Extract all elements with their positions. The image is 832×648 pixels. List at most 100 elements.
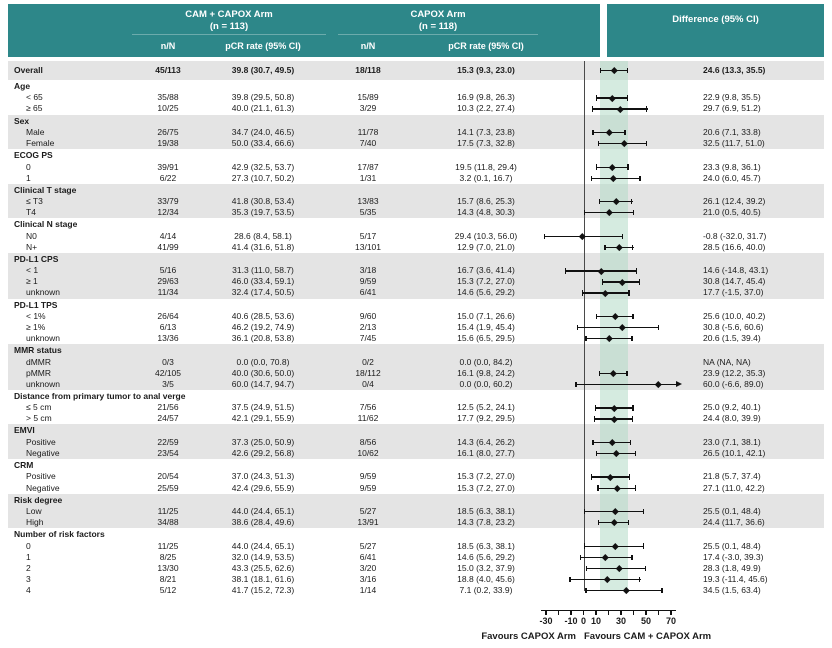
subgroup-label: unknown (26, 378, 61, 389)
pcr-arm1-value: 38.1 (18.1, 61.6) (231, 573, 295, 584)
subgroup-label: < 65 (26, 92, 43, 103)
subgroup-label: Negative (26, 482, 60, 493)
subgroup-label: Female (26, 138, 55, 149)
difference-value: 23.3 (9.8, 36.1) (703, 161, 761, 172)
pcr-arm2-value: 17.5 (7.3, 32.8) (457, 138, 515, 149)
pcr-arm2-value: 0.0 (0.0, 60.2) (459, 378, 513, 389)
ci-cap-left (600, 67, 602, 74)
ci-cap-left (575, 381, 577, 388)
pcr-arm2-value: 14.3 (6.4, 26.2) (457, 436, 515, 447)
ci-cap-left (598, 519, 600, 526)
axis-tick-label: 0 (580, 616, 586, 627)
difference-value: 29.7 (6.9, 51.2) (703, 103, 761, 114)
subgroup-label: ≤ T3 (26, 196, 43, 207)
nn-arm2-value: 5/27 (359, 506, 377, 517)
pcr-arm2-value: 15.6 (6.5, 29.5) (457, 333, 515, 344)
ci-cap-right (644, 565, 646, 572)
pcr-arm1-value: 43.3 (25.5, 62.6) (231, 562, 295, 573)
subgroup-label: pMMR (26, 367, 52, 378)
subgroup-label: unknown (26, 287, 61, 298)
nn-arm2-value: 7/40 (359, 138, 377, 149)
nn-arm1-value: 11/25 (157, 506, 179, 517)
nn-arm2-value: 0/4 (362, 378, 374, 389)
ci-cap-left (581, 290, 583, 296)
ci-cap-left (595, 164, 598, 170)
nn-arm2-value: 3/18 (359, 265, 377, 276)
table-row: unknown 13/36 36.1 (20.8, 53.8) 7/45 15.6 (6… (8, 333, 824, 344)
ci-cap-left (584, 210, 586, 216)
group-header-row: PD-L1 CPS (8, 253, 824, 265)
subgroup-label: ≥ 1 (26, 276, 38, 287)
pcr-arm1-value: 40.6 (28.5, 53.6) (231, 310, 295, 321)
pcr-arm2-value: 0.0 (0.0, 84.2) (459, 356, 513, 367)
arm2-title: CAPOX Arm (n = 118) (338, 9, 538, 35)
arms-header-block: CAM + CAPOX Arm (n = 113) CAPOX Arm (n =… (8, 4, 600, 57)
axis-tick-label: -30 (539, 616, 553, 627)
subgroup-label: N0 (26, 230, 37, 241)
ci-cap-left (592, 129, 594, 136)
difference-value: 26.1 (12.4, 39.2) (703, 196, 766, 207)
ci-cap-left (592, 106, 594, 112)
pcr-arm2-value: 3.2 (0.1, 16.7) (459, 172, 513, 183)
nn-arm1-value: 0/3 (162, 356, 174, 367)
nn-arm1-value: 10/25 (157, 103, 179, 114)
nn-arm1-value: 34/88 (157, 517, 179, 528)
arm1-n: (n = 113) (209, 20, 249, 32)
arm1-name: CAM + CAPOX Arm (185, 9, 273, 20)
subgroup-label: Overall (14, 65, 43, 75)
pcr-arm1-value: 0.0 (0.0, 70.8) (236, 356, 290, 367)
axis-tick-label: 70 (665, 616, 676, 627)
subgroup-rows: Overall 45/113 39.8 (30.7, 49.5) 18/118 15.3… (8, 61, 824, 596)
subgroup-section: PD-L1 TPS < 1% 26/64 40.6 (28.5, 53.6) 9/60 1… (8, 299, 824, 345)
pcr-arm2-value: 15.3 (7.2, 27.0) (457, 471, 515, 482)
table-row: ≥ 65 10/25 40.0 (21.1, 61.3) 3/29 10.3 (2.2,… (8, 103, 824, 114)
subgroup-label: unknown (26, 333, 61, 344)
favours-capox-label: Favours CAPOX Arm (481, 631, 576, 643)
ci-cap-right (634, 450, 637, 457)
group-label: PD-L1 TPS (14, 299, 58, 310)
ci-cap-right (621, 233, 624, 239)
axis-tick (670, 610, 672, 616)
difference-value: 21.0 (0.5, 40.5) (703, 207, 761, 218)
pcr-arm1-value: 28.6 (8.4, 58.1) (234, 230, 292, 241)
ci-cap-left (591, 175, 593, 181)
pcr-arm2-value: 15.0 (7.1, 26.6) (457, 310, 515, 321)
nn-arm1-value: 33/79 (157, 196, 179, 207)
difference-header-block: Difference (95% CI) (607, 4, 824, 57)
pcr-arm1-value: 42.4 (29.6, 55.9) (231, 482, 295, 493)
difference-value: 60.0 (-6.6, 89.0) (703, 378, 764, 389)
group-header-row: Age (8, 80, 824, 92)
subgroup-label: 3 (26, 573, 31, 584)
table-row: 4 5/12 41.7 (15.2, 72.3) 1/14 7.1 (0.2, 33.9… (8, 585, 824, 596)
table-row: Negative 23/54 42.6 (29.2, 56.8) 10/62 16.1 … (8, 448, 824, 459)
ci-cap-left (583, 543, 585, 549)
difference-value: 24.4 (11.7, 36.6) (703, 517, 765, 528)
nn-arm1-value: 13/36 (157, 333, 179, 344)
pcr-arm2-value: 15.4 (1.9, 45.4) (457, 322, 515, 333)
nn-arm1-value: 13/30 (157, 562, 179, 573)
nn-arm1-value: 8/21 (159, 573, 177, 584)
column-header-pcr-arm2: pCR rate (95% CI) (448, 41, 524, 51)
subgroup-label: High (26, 517, 44, 528)
nn-arm2-value: 15/89 (357, 92, 379, 103)
axis-tick (595, 610, 597, 616)
table-row: unknown 11/34 32.4 (17.4, 50.5) 6/41 14.6 (5… (8, 287, 824, 298)
pcr-arm2-value: 14.6 (5.6, 29.2) (457, 287, 515, 298)
group-label: Clinical T stage (14, 184, 77, 195)
pcr-arm2-value: 19.5 (11.8, 29.4) (455, 161, 517, 172)
pcr-arm2-value: 15.7 (8.6, 25.3) (457, 196, 515, 207)
nn-arm1-value: 22/59 (157, 436, 179, 447)
group-label: PD-L1 CPS (14, 253, 59, 264)
group-label: Sex (14, 115, 30, 126)
nn-arm1-value: 41/99 (157, 241, 179, 252)
axis-tick (557, 610, 560, 616)
pcr-arm2-value: 16.7 (3.6, 41.4) (457, 265, 515, 276)
column-header-nn-arm2: n/N (360, 41, 376, 51)
nn-arm2-value: 7/56 (359, 402, 377, 413)
group-header-row: ECOG PS (8, 149, 824, 161)
pcr-arm2-value: 29.4 (10.3, 56.0) (454, 230, 518, 241)
zero-reference-line (583, 61, 585, 592)
nn-arm2-value: 6/41 (359, 551, 377, 562)
pcr-arm2-value: 15.3 (7.2, 27.0) (457, 276, 515, 287)
arm2-n: (n = 118) (418, 20, 458, 32)
